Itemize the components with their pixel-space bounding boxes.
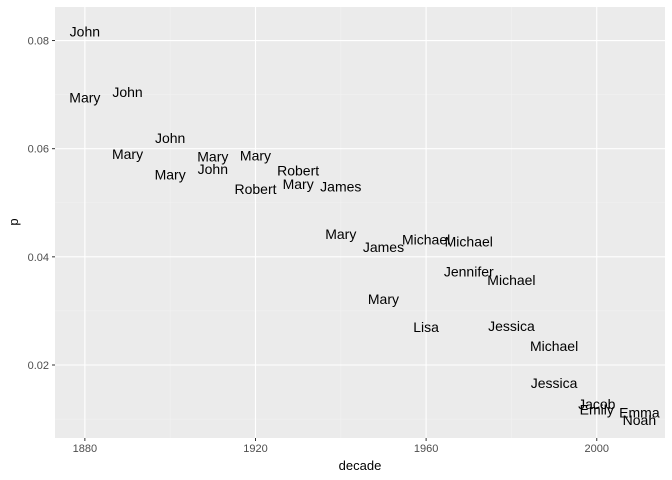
- point-label: Emma: [619, 405, 660, 421]
- x-tick-label: 2000: [585, 443, 609, 455]
- point-label: Michael: [445, 234, 493, 250]
- y-axis-ticks: 0.02 0.04 0.06 0.08: [28, 36, 55, 372]
- point-label: Emily: [580, 401, 614, 417]
- grid-minor: [55, 7, 665, 438]
- point-label: Mary: [240, 148, 271, 164]
- grid-major: [55, 7, 665, 438]
- x-tick-label: 1880: [73, 443, 97, 455]
- point-label: John: [112, 84, 142, 100]
- point-label: Lisa: [413, 319, 439, 335]
- point-label: James: [363, 239, 404, 255]
- point-label: Robert: [277, 162, 319, 178]
- point-label: Mary: [155, 167, 186, 183]
- point-label: Mary: [197, 148, 228, 164]
- y-tick-label: 0.06: [28, 144, 49, 156]
- point-label: Mary: [325, 226, 356, 242]
- y-tick-label: 0.04: [28, 252, 49, 264]
- point-label: Mary: [112, 146, 143, 162]
- point-label: Jessica: [531, 375, 578, 391]
- x-tick-label: 1920: [243, 443, 267, 455]
- point-label: Noah: [623, 412, 656, 428]
- point-label: John: [70, 23, 100, 39]
- point-label: Michael: [530, 338, 578, 354]
- point-label: Mary: [368, 291, 399, 307]
- x-axis-title: decade: [339, 458, 382, 473]
- point-label: Michael: [487, 272, 535, 288]
- point-label: Jennifer: [444, 263, 494, 279]
- y-tick-label: 0.02: [28, 360, 49, 372]
- point-label: Jessica: [488, 318, 535, 334]
- point-label: Mary: [69, 89, 100, 105]
- point-label: Mary: [283, 176, 314, 192]
- point-label: Michael: [402, 232, 450, 248]
- x-tick-label: 1960: [414, 443, 438, 455]
- x-axis-ticks: 1880 1920 1960 2000: [73, 438, 609, 455]
- point-label: Robert: [234, 181, 276, 197]
- point-label: Jacob: [578, 396, 616, 412]
- point-label: John: [198, 161, 228, 177]
- point-label: James: [320, 179, 361, 195]
- y-tick-label: 0.08: [28, 36, 49, 48]
- plot-panel: [55, 7, 665, 438]
- y-axis-title: p: [6, 218, 21, 225]
- point-label: John: [155, 130, 185, 146]
